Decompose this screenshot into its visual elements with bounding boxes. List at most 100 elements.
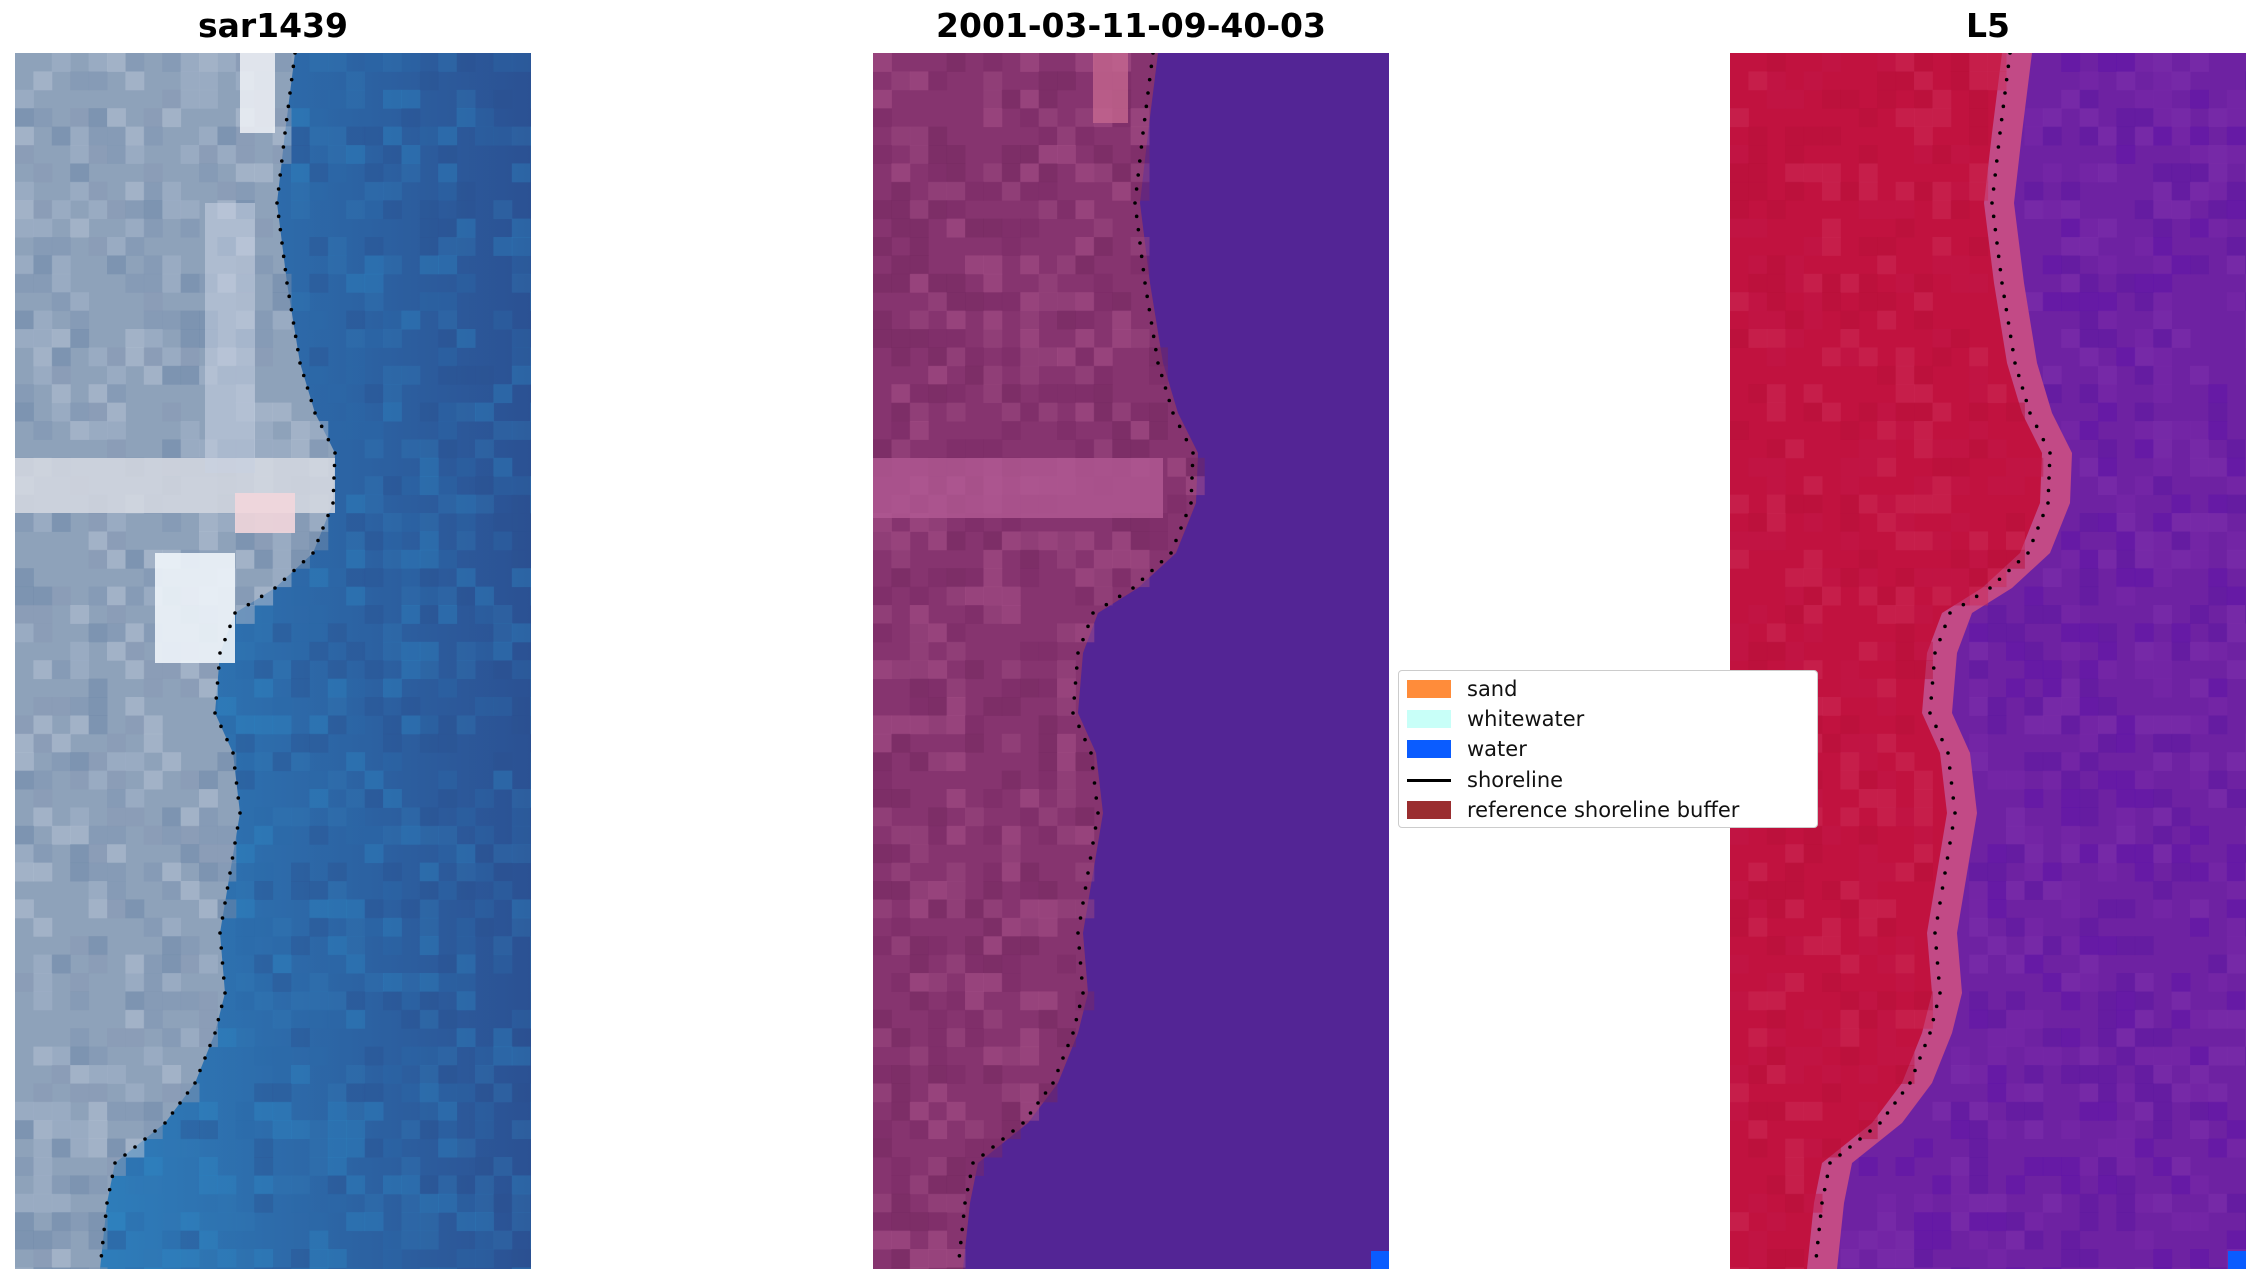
shoreline-dot <box>1938 637 1942 642</box>
shoreline-line-icon <box>1407 778 1451 782</box>
rgb-image-panel <box>15 53 531 1269</box>
shoreline-dot <box>285 281 289 285</box>
shoreline-dot <box>213 711 217 715</box>
shoreline-dot <box>1167 398 1172 403</box>
shoreline-dot <box>2016 373 2021 378</box>
shoreline-dot <box>1001 1137 1005 1141</box>
shoreline-dot <box>1174 538 1178 543</box>
shoreline-dot <box>288 91 292 95</box>
shoreline-dot <box>1117 594 1122 599</box>
shoreline-dot <box>293 53 297 55</box>
shoreline-dot <box>123 1153 127 1157</box>
shoreline-dot <box>1081 637 1085 642</box>
shoreline-dot <box>313 411 317 415</box>
shoreline-dot <box>1076 931 1080 935</box>
shoreline-dot <box>110 1174 115 1179</box>
shoreline-dot <box>1051 1081 1055 1085</box>
shoreline-dot <box>326 437 331 442</box>
shoreline-dot <box>1104 602 1109 607</box>
shoreline-dots <box>957 53 1195 1258</box>
shoreline-dot <box>1142 117 1147 122</box>
legend: sand whitewater water shoreline referenc… <box>1398 670 1818 828</box>
shoreline-dot <box>198 1068 202 1073</box>
shoreline-dot <box>1056 1068 1060 1073</box>
shoreline-dot <box>331 501 335 505</box>
shoreline-dot <box>2004 77 2009 82</box>
shoreline-dot <box>1868 1129 1872 1133</box>
shoreline-dot <box>1998 267 2003 272</box>
shoreline-dot <box>316 538 320 543</box>
shoreline-dot <box>2016 559 2021 564</box>
shoreline-dot <box>1948 841 1952 845</box>
shoreline-dot <box>1184 437 1189 442</box>
shoreline-dot <box>298 361 302 365</box>
shoreline-dot <box>1993 227 1998 232</box>
shoreline-dot <box>1995 241 1999 245</box>
shoreline-dot <box>1079 976 1084 980</box>
shoreline-dot <box>218 651 222 655</box>
shoreline-dot <box>219 946 224 950</box>
legend-item-water: water <box>1407 736 1527 762</box>
shoreline-dot <box>1136 173 1140 177</box>
shoreline-dot <box>1141 267 1146 272</box>
shoreline-dot <box>233 841 237 845</box>
shoreline-dot <box>107 1187 112 1192</box>
panel-title-classified: 2001-03-11-09-40-03 <box>936 6 1326 45</box>
shoreline-dot <box>283 267 288 272</box>
shoreline-dot <box>1951 796 1956 800</box>
shoreline-dot <box>957 1254 962 1258</box>
shoreline-dot <box>280 159 284 163</box>
shoreline-dot <box>2004 307 2009 312</box>
shoreline-dot <box>282 577 287 582</box>
water-swatch-icon <box>1407 740 1451 758</box>
shoreline-dot <box>2013 361 2017 365</box>
shoreline-dot <box>301 559 306 564</box>
whitewater-swatch-icon <box>1407 710 1451 728</box>
shoreline-dot <box>1948 611 1952 615</box>
shoreline-dot <box>2008 334 2013 339</box>
shoreline-dot <box>1928 711 1932 715</box>
shoreline-dot <box>113 1161 117 1165</box>
shoreline-dot <box>1131 586 1135 590</box>
shoreline-dot <box>991 1145 995 1149</box>
shoreline-dot <box>236 796 241 800</box>
shoreline-dot <box>225 737 229 742</box>
shoreline-dot <box>1159 559 1164 564</box>
shoreline-dot <box>103 1214 108 1218</box>
shoreline-dot <box>153 1129 157 1133</box>
shoreline-dot <box>1071 711 1075 715</box>
shoreline-dot <box>1159 373 1164 378</box>
shoreline-dot <box>284 117 289 122</box>
shoreline-dot <box>289 77 294 82</box>
shoreline-dot <box>1083 886 1088 890</box>
shoreline-dot <box>1930 681 1935 685</box>
shoreline-dot <box>305 386 310 390</box>
shoreline-dot <box>2048 451 2052 455</box>
shoreline-dot <box>981 1153 985 1157</box>
shoreline-dot <box>223 901 227 905</box>
shoreline-dot <box>1151 53 1155 55</box>
shoreline-dot <box>232 766 237 770</box>
shoreline-dot <box>1133 201 1137 205</box>
shoreline-dot <box>960 1227 964 1232</box>
shoreline-dot <box>163 1121 167 1125</box>
shoreline-dot <box>321 526 325 530</box>
shoreline-dot <box>281 145 286 149</box>
shoreline-dot <box>963 1201 967 1205</box>
shoreline-dot <box>1991 214 1996 219</box>
shoreline-dot <box>2041 437 2046 442</box>
shoreline-dot <box>1147 77 1152 82</box>
shoreline-dot <box>1938 901 1942 905</box>
shoreline-dot <box>968 1174 973 1179</box>
shoreline-dot <box>2028 411 2032 415</box>
buffer-swatch-icon <box>1407 801 1451 819</box>
shoreline-dot <box>301 373 306 378</box>
shoreline-dot <box>214 696 219 700</box>
shoreline-dot <box>1177 424 1182 429</box>
shoreline-dot <box>1943 871 1947 875</box>
shoreline-dot <box>219 724 223 729</box>
shoreline-dot <box>1988 586 1992 590</box>
shoreline-dot <box>1935 961 1940 965</box>
shoreline-dot <box>193 1081 197 1085</box>
shoreline-dot <box>1081 991 1085 995</box>
